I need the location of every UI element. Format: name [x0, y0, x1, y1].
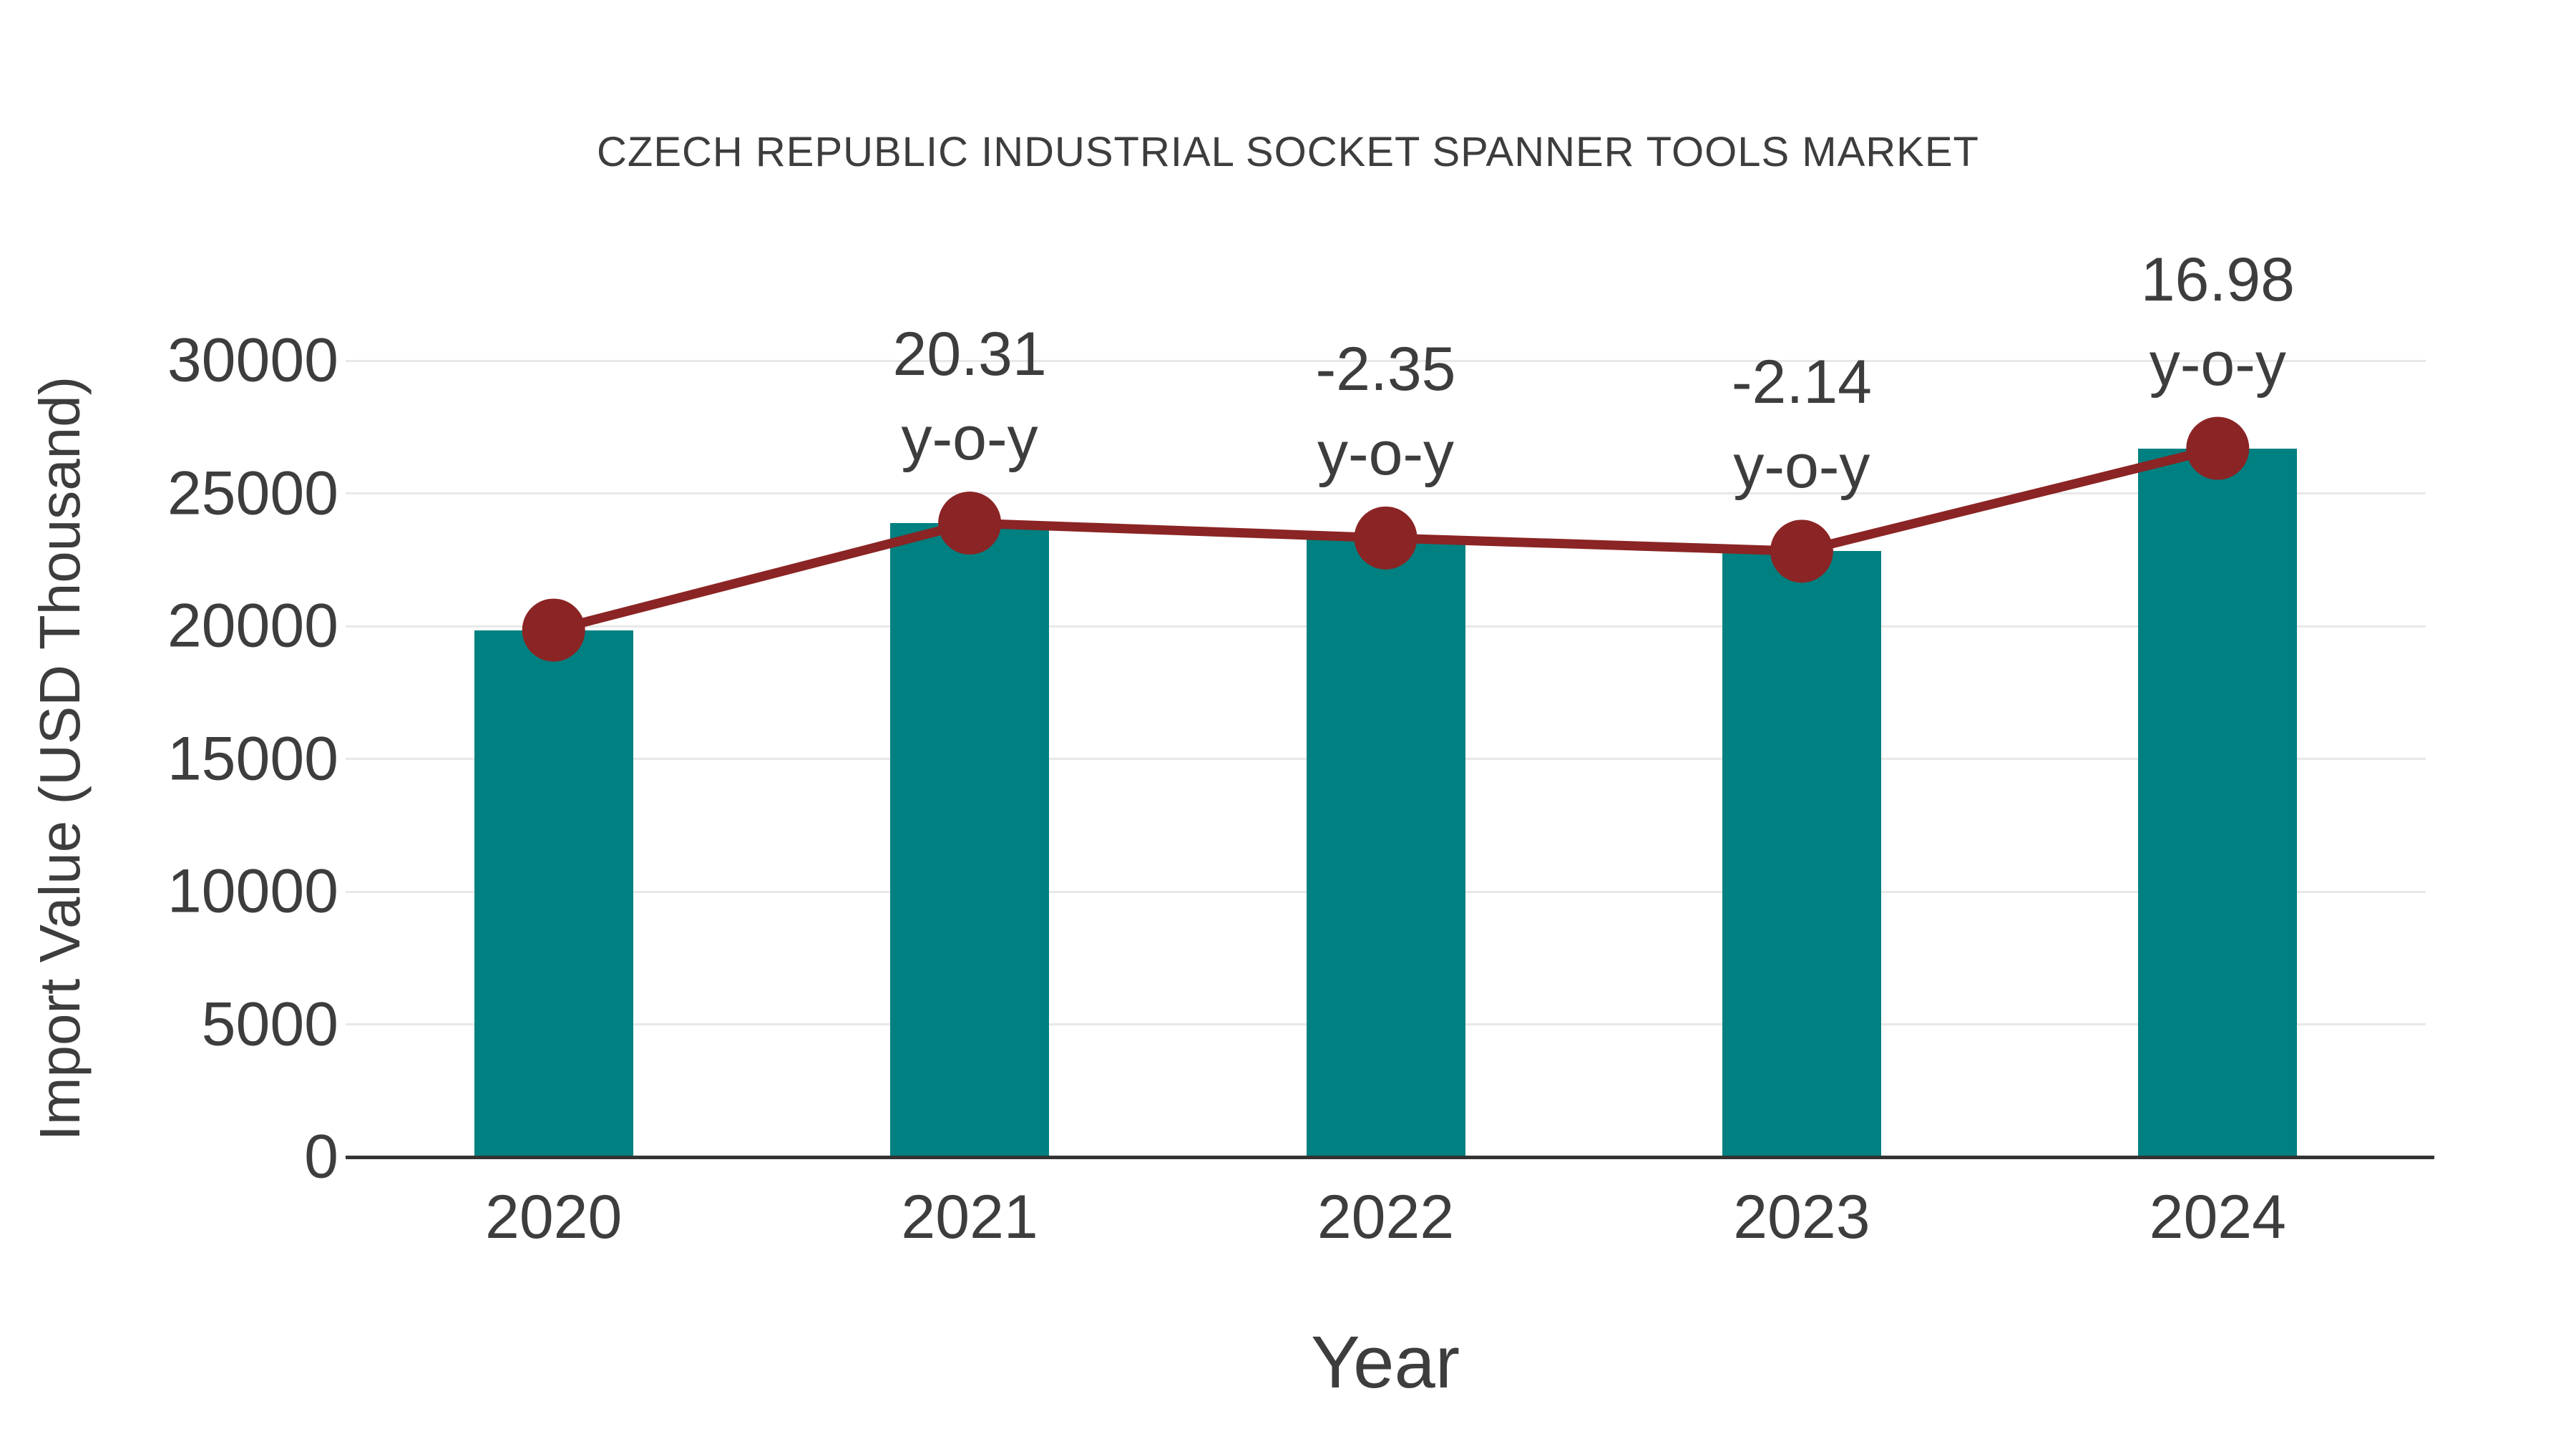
line-marker-2022: [1354, 506, 1418, 570]
x-tick-2021: 2021: [901, 1183, 1038, 1252]
annotation-yoy-label: y-o-y: [1733, 432, 1870, 502]
bar-2021: [890, 523, 1050, 1157]
x-tick-2022: 2022: [1317, 1183, 1455, 1252]
bar-2022: [1306, 537, 1465, 1157]
y-tick-20000: 20000: [167, 591, 338, 660]
bar-2023: [1722, 551, 1881, 1157]
annotation-value: -2.35: [1315, 334, 1456, 404]
line-marker-2021: [938, 492, 1002, 555]
line-marker-2020: [522, 598, 585, 662]
y-tick-0: 0: [304, 1122, 338, 1191]
annotation-yoy-label: y-o-y: [901, 404, 1038, 473]
x-tick-2023: 2023: [1733, 1183, 1870, 1252]
bar-2024: [2138, 448, 2298, 1157]
annotation-2023: -2.14 y-o-y: [1732, 340, 1872, 509]
gridline-25000: [346, 492, 2426, 494]
x-tick-2024: 2024: [2149, 1183, 2286, 1252]
annotation-2021: 20.31 y-o-y: [892, 312, 1046, 481]
bar-2020: [474, 630, 633, 1157]
annotation-2022: -2.35 y-o-y: [1315, 327, 1455, 496]
y-tick-30000: 30000: [167, 326, 338, 395]
y-tick-5000: 5000: [201, 990, 338, 1058]
y-tick-25000: 25000: [167, 459, 338, 527]
annotation-value: 16.98: [2140, 245, 2295, 314]
y-tick-15000: 15000: [167, 724, 338, 793]
gridline-30000: [346, 359, 2426, 362]
annotation-value: 20.31: [892, 320, 1047, 389]
annotation-yoy-label: y-o-y: [2149, 329, 2286, 399]
line-marker-2023: [1770, 519, 1833, 583]
x-axis-line: [346, 1156, 2434, 1159]
x-tick-2020: 2020: [485, 1183, 623, 1252]
x-axis-title: Year: [1310, 1321, 1460, 1403]
annotation-yoy-label: y-o-y: [1317, 419, 1455, 488]
y-tick-10000: 10000: [167, 857, 338, 926]
annotation-value: -2.14: [1731, 348, 1872, 417]
chart-title: CZECH REPUBLIC INDUSTRIAL SOCKET SPANNER…: [597, 129, 1979, 175]
annotation-2024: 16.98 y-o-y: [2141, 238, 2295, 406]
line-marker-2024: [2186, 416, 2250, 480]
